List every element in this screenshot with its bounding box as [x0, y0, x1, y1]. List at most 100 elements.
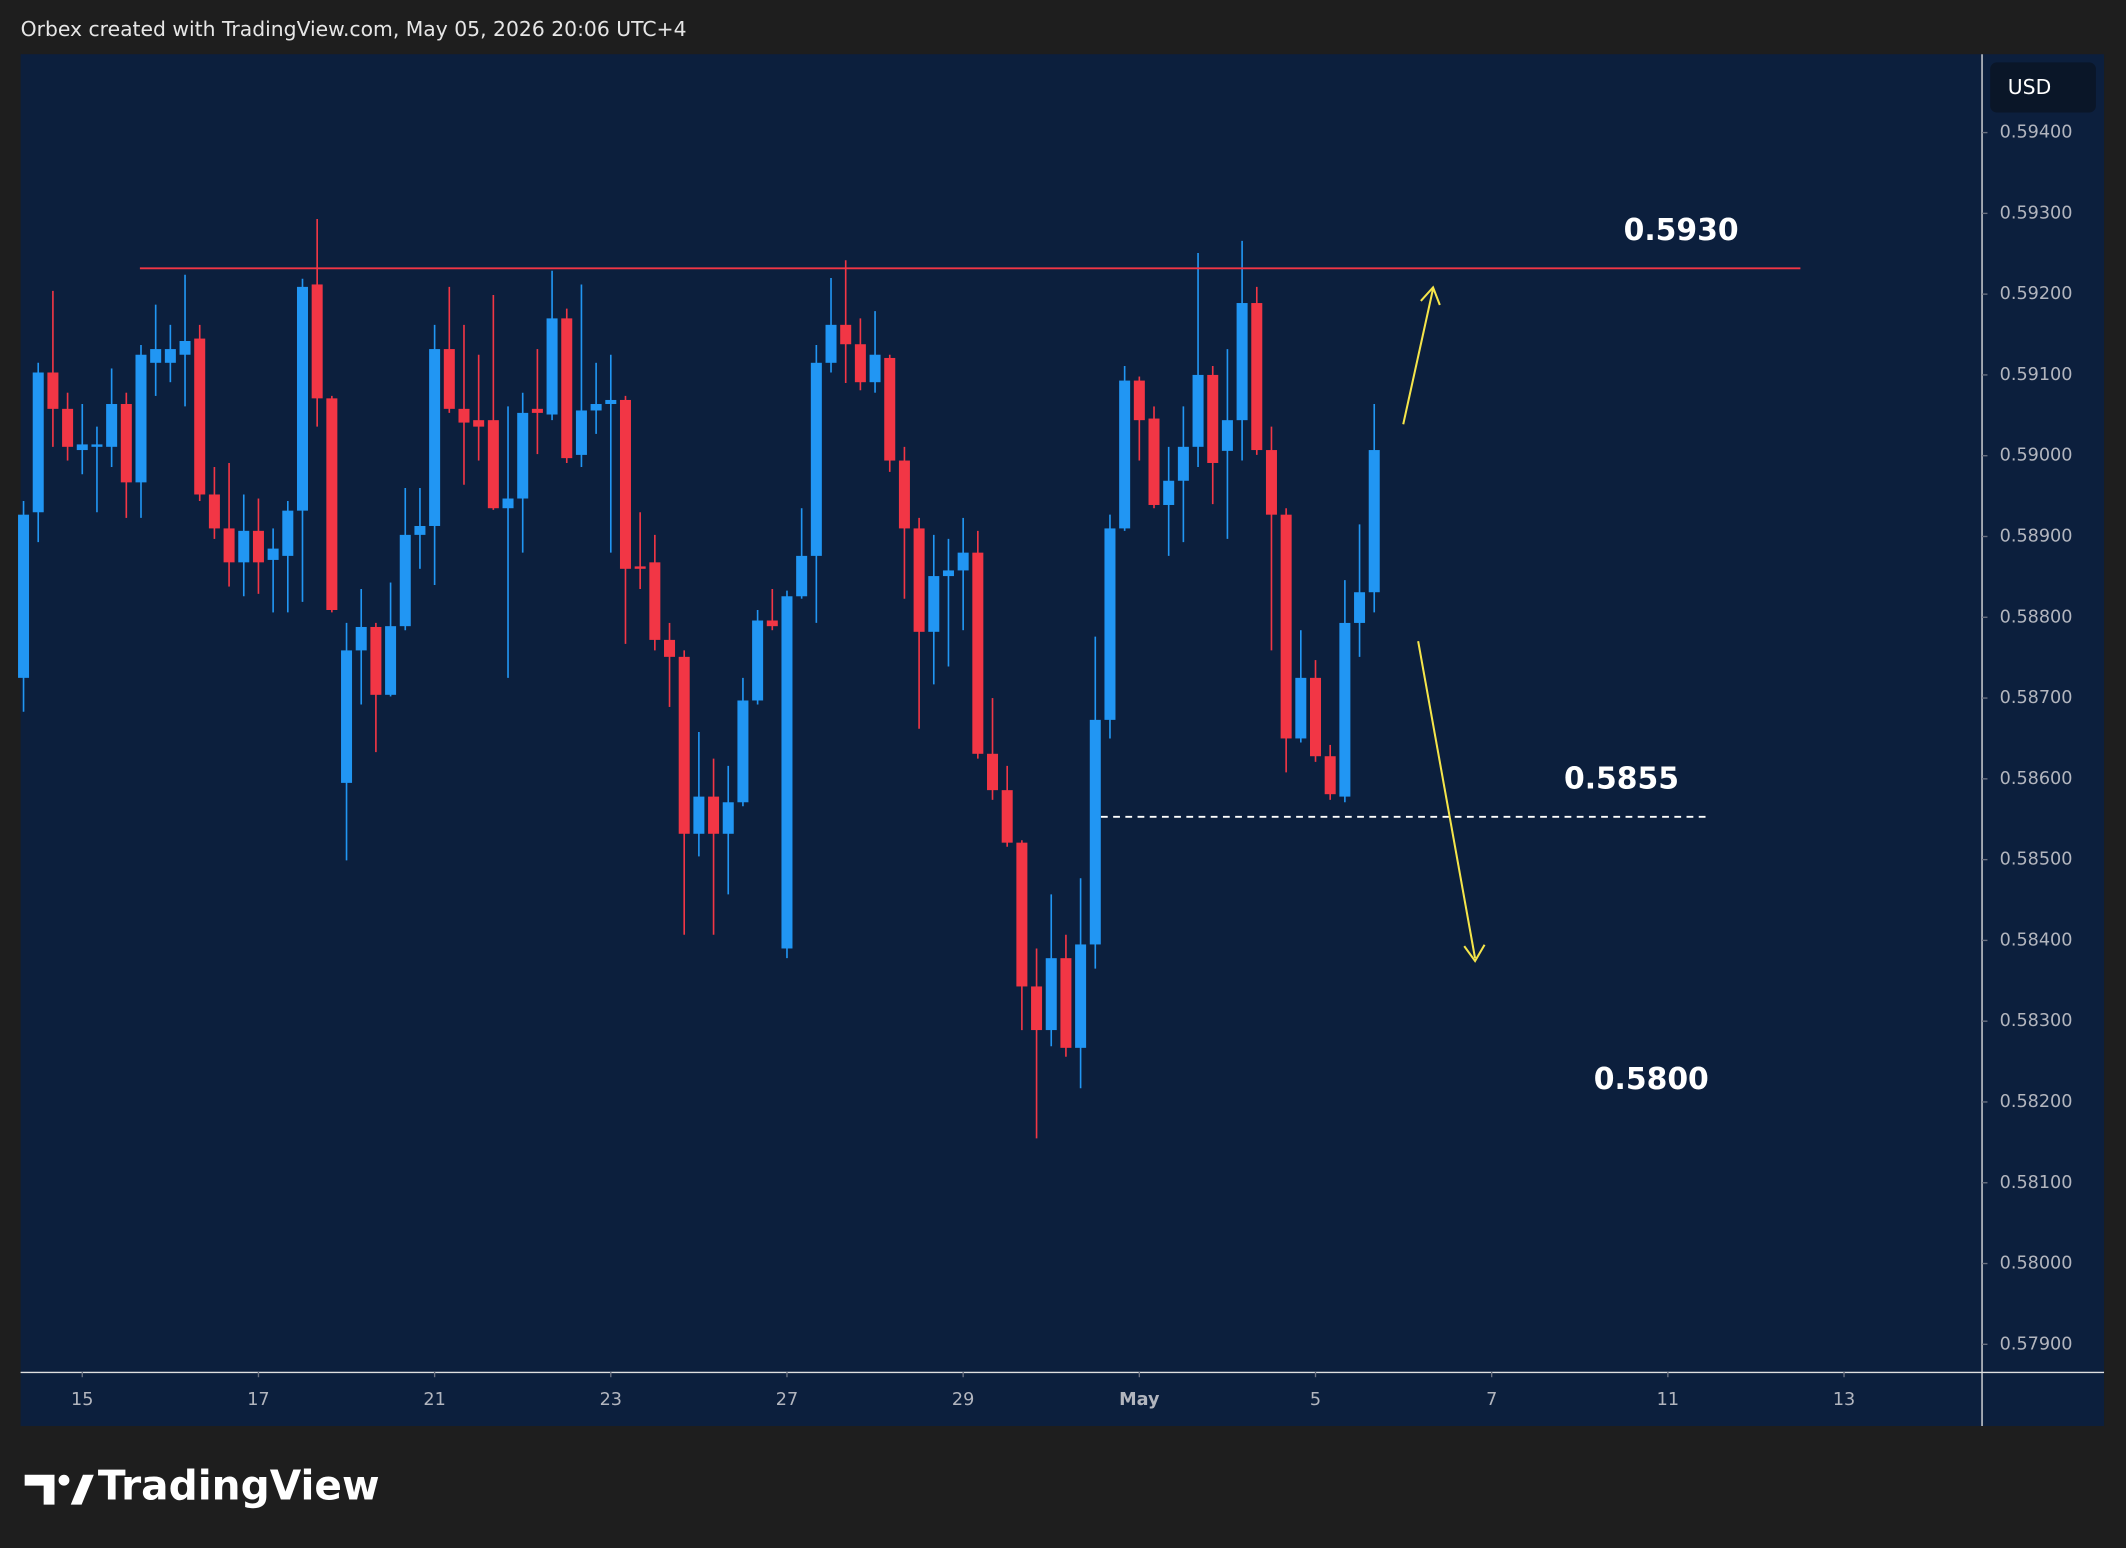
currency-badge: [1990, 62, 2096, 113]
candle-body: [678, 656, 690, 834]
logo-slash: [70, 1474, 94, 1505]
up-arrow-head: [1420, 285, 1441, 306]
candle-body: [487, 420, 499, 509]
candle-body: [766, 620, 778, 627]
up-arrow: [1402, 288, 1435, 425]
candle-body: [252, 530, 264, 563]
candle-body: [1221, 420, 1233, 451]
logo-mark: [24, 1474, 55, 1505]
candle-body: [575, 410, 587, 455]
level-label: 0.5930: [1624, 213, 1739, 248]
plot-area: [20, 54, 2105, 1427]
level-label: 0.5855: [1564, 762, 1679, 797]
y-tick-label: 0.58800: [2000, 607, 2073, 627]
candle-body: [164, 349, 176, 363]
down-arrow: [1417, 640, 1477, 959]
y-tick-label: 0.58500: [2000, 850, 2073, 870]
candle-body: [311, 284, 323, 399]
candle-body: [987, 753, 999, 791]
candle-body: [825, 324, 837, 363]
y-tick-label: 0.58000: [2000, 1254, 2073, 1274]
candle-body: [1119, 380, 1131, 529]
candle-body: [928, 576, 940, 632]
candle-body: [561, 318, 573, 459]
candle-body: [238, 530, 250, 563]
candle-body: [135, 354, 147, 483]
candle-body: [1251, 303, 1263, 451]
x-tick-label: 7: [1486, 1390, 1497, 1410]
candle-body: [619, 399, 631, 569]
candle-body: [76, 444, 88, 451]
candle-body: [840, 324, 852, 345]
candle-body: [972, 552, 984, 754]
candle-body: [414, 525, 426, 535]
candle-body: [150, 349, 162, 363]
candle-body: [898, 460, 910, 529]
candle-body: [1236, 303, 1248, 421]
candle-body: [47, 372, 59, 409]
candle-body: [208, 494, 220, 529]
candle-body: [267, 548, 279, 560]
candle-body: [1310, 677, 1322, 757]
candle-body: [913, 528, 925, 632]
candle-body: [194, 338, 206, 495]
logo: [24, 1474, 94, 1505]
candle-body: [854, 344, 866, 383]
candle-body: [737, 700, 749, 803]
candle-body: [531, 408, 543, 413]
x-tick-label: 11: [1657, 1390, 1679, 1410]
currency-label: USD: [2008, 75, 2051, 99]
y-tick-label: 0.58700: [2000, 688, 2073, 708]
down-arrow-head: [1463, 944, 1486, 963]
candle-body: [355, 626, 367, 651]
y-tick-label: 0.58100: [2000, 1173, 2073, 1193]
candle-body: [458, 408, 470, 423]
x-tick-label: 5: [1310, 1390, 1321, 1410]
candle-body: [605, 399, 617, 405]
candle-body: [884, 357, 896, 461]
candle-body: [590, 404, 602, 411]
y-tick-label: 0.58600: [2000, 769, 2073, 789]
candle-body: [473, 420, 485, 427]
candle-body: [634, 566, 646, 569]
candle-body: [664, 639, 676, 657]
x-tick-label: 29: [952, 1390, 974, 1410]
candle-body: [341, 650, 353, 783]
candle-body: [1207, 374, 1219, 463]
candle-body: [1148, 418, 1160, 505]
candle-body: [781, 596, 793, 949]
candle-body: [429, 349, 441, 526]
logo-dot: [58, 1474, 70, 1486]
candle-body: [370, 626, 382, 695]
candle-body: [1016, 842, 1028, 987]
x-tick-label: May: [1119, 1390, 1160, 1410]
y-tick-label: 0.59300: [2000, 203, 2073, 223]
candle-body: [1060, 958, 1072, 1048]
candle-body: [869, 354, 881, 383]
candle-body: [1045, 958, 1057, 1031]
x-tick-label: 13: [1833, 1390, 1855, 1410]
candle-body: [942, 570, 954, 577]
candle-body: [722, 802, 734, 834]
x-tick-label: 23: [600, 1390, 622, 1410]
candle-body: [1089, 719, 1101, 945]
y-tick-label: 0.58200: [2000, 1092, 2073, 1112]
candle-body: [796, 555, 808, 597]
candle-body: [649, 562, 661, 640]
candle-body: [1265, 450, 1277, 515]
x-tick-label: 21: [423, 1390, 445, 1410]
candle-body: [1133, 380, 1145, 421]
candle-body: [399, 534, 411, 627]
annotation: 0.5800: [1594, 1062, 1709, 1097]
candle-body: [18, 514, 30, 678]
candle-body: [282, 510, 294, 556]
candle-body: [326, 398, 338, 611]
candle-body: [1001, 790, 1013, 843]
y-tick-label: 0.57900: [2000, 1334, 2073, 1354]
y-tick-label: 0.58300: [2000, 1011, 2073, 1031]
y-tick-label: 0.59200: [2000, 284, 2073, 304]
candle-body: [1177, 446, 1189, 481]
candle-body: [1339, 622, 1351, 797]
x-tick-label: 27: [776, 1390, 798, 1410]
candle-body: [502, 498, 514, 509]
